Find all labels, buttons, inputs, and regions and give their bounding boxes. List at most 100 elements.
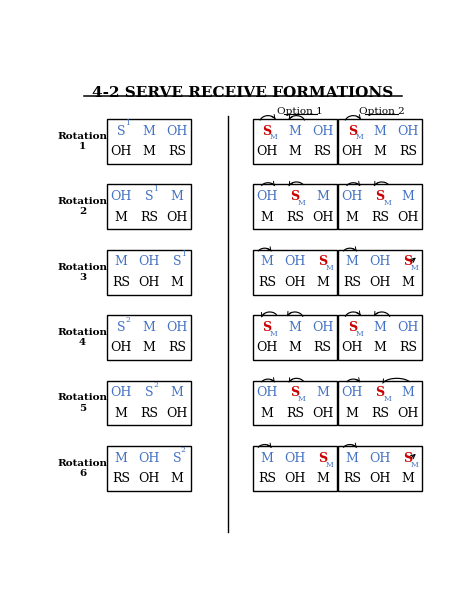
Text: 1: 1 <box>181 250 186 258</box>
Bar <box>253 381 337 425</box>
Bar <box>107 185 191 229</box>
Text: M: M <box>115 256 128 268</box>
Text: OH: OH <box>166 210 188 224</box>
Bar <box>338 446 422 491</box>
Text: M: M <box>401 190 414 203</box>
Text: RS: RS <box>168 341 186 354</box>
Text: M: M <box>374 341 386 354</box>
Text: OH: OH <box>110 190 132 203</box>
Text: RS: RS <box>399 341 417 354</box>
Text: M: M <box>383 395 391 403</box>
Text: RS: RS <box>112 276 130 289</box>
Text: OH: OH <box>341 386 363 399</box>
Text: Rotation
4: Rotation 4 <box>57 328 108 348</box>
Text: M: M <box>288 321 301 334</box>
Text: 4-2 SERVE RECEIVE FORMATIONS: 4-2 SERVE RECEIVE FORMATIONS <box>92 86 393 100</box>
Text: S: S <box>318 452 328 465</box>
Text: RS: RS <box>371 210 389 224</box>
Text: S: S <box>145 386 154 399</box>
Text: OH: OH <box>369 452 391 465</box>
Bar <box>338 185 422 229</box>
Text: RS: RS <box>258 473 276 485</box>
Text: M: M <box>261 407 273 420</box>
Text: OH: OH <box>369 276 391 289</box>
Text: OH: OH <box>138 473 160 485</box>
Text: M: M <box>261 452 273 465</box>
Bar <box>253 446 337 491</box>
Text: OH: OH <box>341 145 363 158</box>
Text: M: M <box>171 276 183 289</box>
Bar <box>253 250 337 295</box>
Bar <box>107 119 191 164</box>
Bar <box>253 119 337 164</box>
Text: OH: OH <box>138 256 160 268</box>
Text: M: M <box>143 341 155 354</box>
Text: S: S <box>173 452 181 465</box>
Text: S: S <box>375 190 385 203</box>
Text: Option 2: Option 2 <box>359 107 404 116</box>
Text: M: M <box>270 134 278 142</box>
Text: M: M <box>401 386 414 399</box>
Text: M: M <box>374 145 386 158</box>
Text: RS: RS <box>314 341 332 354</box>
Bar <box>338 119 422 164</box>
Text: M: M <box>171 473 183 485</box>
Text: M: M <box>316 473 329 485</box>
Text: M: M <box>298 395 306 403</box>
Text: M: M <box>270 330 278 338</box>
Text: RS: RS <box>140 407 158 420</box>
Text: OH: OH <box>369 256 391 268</box>
Text: 1: 1 <box>153 185 158 192</box>
Bar <box>253 185 337 229</box>
Text: OH: OH <box>284 473 306 485</box>
Text: OH: OH <box>312 321 333 334</box>
Text: M: M <box>143 145 155 158</box>
Text: M: M <box>326 460 334 468</box>
Text: M: M <box>261 210 273 224</box>
Text: M: M <box>316 190 329 203</box>
Text: S: S <box>263 124 272 137</box>
Text: S: S <box>145 190 154 203</box>
Text: S: S <box>290 386 300 399</box>
Bar <box>253 315 337 360</box>
Text: OH: OH <box>312 210 333 224</box>
Text: M: M <box>316 276 329 289</box>
Text: RS: RS <box>286 407 304 420</box>
Text: M: M <box>356 134 363 142</box>
Text: OH: OH <box>256 145 278 158</box>
Text: S: S <box>375 386 385 399</box>
Text: OH: OH <box>341 341 363 354</box>
Text: OH: OH <box>166 124 188 137</box>
Text: OH: OH <box>256 341 278 354</box>
Text: M: M <box>401 473 414 485</box>
Text: OH: OH <box>110 145 132 158</box>
Text: 2: 2 <box>125 316 130 324</box>
Text: M: M <box>326 264 334 272</box>
Text: M: M <box>411 264 419 272</box>
Text: M: M <box>401 276 414 289</box>
Text: M: M <box>383 199 391 207</box>
Text: OH: OH <box>284 276 306 289</box>
Text: OH: OH <box>397 124 419 137</box>
Text: S: S <box>173 256 181 268</box>
Text: RS: RS <box>343 473 361 485</box>
Text: M: M <box>261 256 273 268</box>
Text: Rotation
1: Rotation 1 <box>57 132 108 151</box>
Text: M: M <box>346 452 359 465</box>
Text: S: S <box>318 256 328 268</box>
Text: OH: OH <box>341 190 363 203</box>
Bar <box>107 381 191 425</box>
Text: RS: RS <box>140 210 158 224</box>
Text: M: M <box>171 190 183 203</box>
Bar <box>107 250 191 295</box>
Text: 1: 1 <box>125 119 130 128</box>
Text: OH: OH <box>312 407 333 420</box>
Text: 2: 2 <box>153 381 158 389</box>
Text: RS: RS <box>258 276 276 289</box>
Text: OH: OH <box>256 386 278 399</box>
Text: M: M <box>171 386 183 399</box>
Text: Rotation
2: Rotation 2 <box>57 197 108 216</box>
Text: M: M <box>411 460 419 468</box>
Text: S: S <box>290 190 300 203</box>
Text: S: S <box>263 321 272 334</box>
